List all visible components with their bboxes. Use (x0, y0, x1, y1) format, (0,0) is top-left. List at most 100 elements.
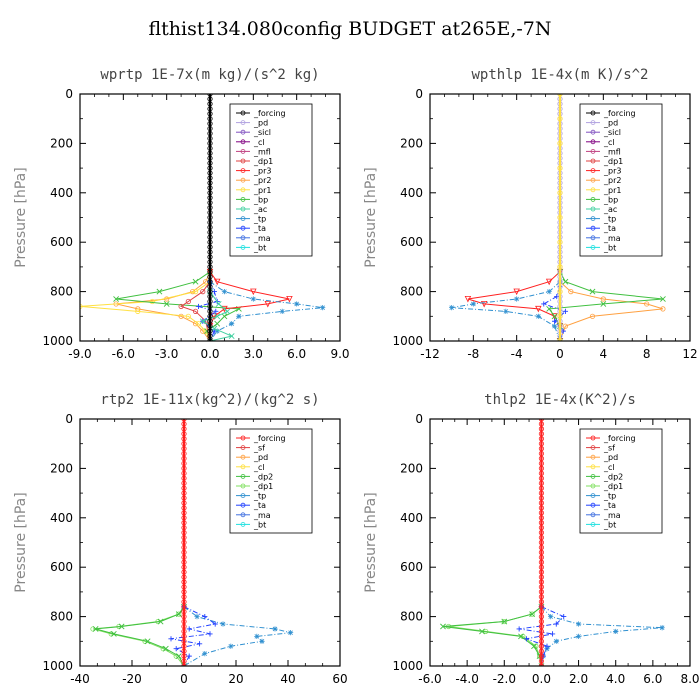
data-point-forcing (207, 249, 213, 255)
data-point-forcing (181, 475, 187, 481)
legend-label: _cl (253, 463, 265, 472)
data-point-tp (659, 625, 665, 631)
data-point-forcing (207, 219, 213, 226)
data-point-forcing (538, 633, 545, 639)
legend-label: _ma (603, 234, 621, 243)
data-point-tp (320, 305, 326, 311)
data-point-pr2 (660, 306, 666, 312)
series-line-tp (209, 281, 323, 341)
legend-label: _ta (253, 501, 266, 510)
data-point-pr2 (600, 296, 606, 302)
data-point-forcing (207, 229, 213, 235)
x-tick-label: 9.0 (330, 347, 349, 361)
series-line-dp1 (92, 606, 185, 666)
data-point-forcing (538, 564, 545, 570)
legend-label: _ac (253, 205, 267, 214)
data-point-forcing (538, 470, 545, 476)
data-point-ta (560, 328, 566, 334)
series-line-dp1 (179, 281, 211, 341)
data-point-pr1 (557, 116, 563, 122)
data-point-forcing (181, 431, 187, 437)
x-tick-label: -40 (70, 672, 90, 686)
data-point-forcing (538, 475, 545, 481)
data-point-forcing (207, 323, 213, 329)
data-point-forcing (538, 505, 545, 511)
data-point-forcing (181, 446, 187, 452)
x-tick-label: -2.0 (493, 672, 516, 686)
x-tick-label: 0.0 (532, 672, 551, 686)
x-tick-label: -4.0 (455, 672, 478, 686)
data-point-forcing (207, 209, 213, 216)
data-point-ta (544, 643, 550, 649)
data-point-pr3 (286, 296, 293, 303)
series-line-pr2 (115, 271, 211, 341)
legend-label: _sf (603, 444, 615, 453)
data-point-forcing (181, 618, 187, 625)
legend-label: _ac (603, 205, 617, 214)
data-point-dp2 (118, 623, 125, 630)
legend-label: _tp (253, 492, 266, 501)
legend-label: _pr3 (253, 167, 271, 176)
y-tick-label: 400 (400, 186, 423, 200)
data-point-forcing (538, 584, 545, 590)
data-point-ta (541, 301, 547, 307)
data-point-ta (186, 653, 192, 659)
data-point-forcing (207, 298, 213, 305)
data-point-tp (551, 323, 558, 329)
legend-label: _forcing (603, 434, 636, 443)
data-point-dp2 (531, 643, 537, 650)
legend-label: _pd (603, 453, 618, 462)
legend-marker (240, 464, 246, 470)
data-point-forcing (207, 135, 213, 142)
legend-marker (240, 483, 246, 489)
data-point-dp1 (192, 308, 199, 314)
x-tick-label: 2.0 (569, 672, 588, 686)
x-tick-label: 0.0 (200, 347, 219, 361)
legend-marker (240, 110, 246, 116)
y-tick-label: 1000 (392, 334, 423, 348)
data-point-forcing (538, 426, 545, 432)
y-tick-label: 200 (400, 461, 423, 475)
data-point-forcing (207, 190, 213, 196)
data-point-tp (514, 296, 520, 302)
legend-marker (240, 139, 246, 145)
data-point-ta (516, 626, 522, 632)
plot-frame (429, 418, 691, 667)
data-point-forcing (207, 94, 213, 97)
data-point-forcing (538, 446, 545, 452)
data-point-forcing (538, 530, 545, 536)
data-point-forcing (181, 589, 187, 595)
data-point-forcing (538, 544, 545, 551)
data-point-dp2 (162, 645, 169, 652)
data-point-forcing (181, 525, 187, 531)
data-point-tp (214, 328, 220, 334)
legend-label: _forcing (253, 434, 286, 443)
data-point-forcing (538, 569, 545, 575)
data-point-forcing (181, 653, 187, 659)
data-point-forcing (207, 289, 213, 295)
data-point-ta (561, 614, 567, 620)
y-tick-label: 800 (50, 285, 73, 299)
data-point-forcing (207, 269, 213, 275)
data-point-dp1 (200, 289, 206, 295)
legend-marker (240, 454, 246, 460)
data-point-ta (195, 303, 202, 310)
data-point-forcing (181, 628, 187, 635)
legend-marker (590, 454, 596, 460)
data-point-pr1 (149, 298, 155, 305)
data-point-tp (254, 633, 260, 639)
x-tick-label: 0 (556, 347, 564, 361)
legend-marker (590, 187, 596, 193)
data-point-forcing (207, 145, 213, 151)
data-point-tp (535, 313, 541, 319)
legend-label: _pr2 (603, 176, 621, 185)
data-point-forcing (538, 614, 545, 620)
data-point-forcing (207, 101, 213, 107)
data-point-bp (589, 288, 596, 295)
legend-label: _bt (253, 243, 266, 252)
legend-marker (590, 158, 596, 164)
data-point-pr1 (557, 313, 563, 319)
data-point-forcing (181, 490, 187, 496)
data-point-ta (562, 308, 569, 314)
data-point-forcing (538, 436, 545, 442)
